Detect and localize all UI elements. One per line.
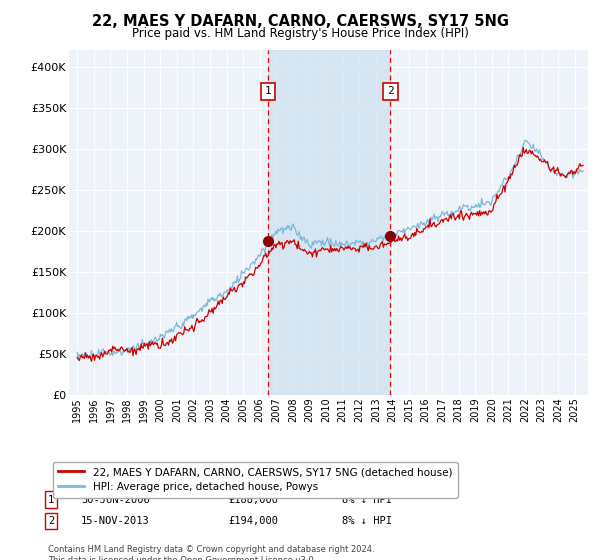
Text: Price paid vs. HM Land Registry's House Price Index (HPI): Price paid vs. HM Land Registry's House … [131,27,469,40]
Text: £188,000: £188,000 [228,494,278,505]
Text: 15-NOV-2013: 15-NOV-2013 [81,516,150,526]
Text: 8% ↓ HPI: 8% ↓ HPI [342,516,392,526]
Text: 1: 1 [265,86,271,96]
Text: 2: 2 [387,86,394,96]
Legend: 22, MAES Y DAFARN, CARNO, CAERSWS, SY17 5NG (detached house), HPI: Average price: 22, MAES Y DAFARN, CARNO, CAERSWS, SY17 … [53,461,458,498]
Bar [268,50,391,395]
Text: 2: 2 [48,516,54,526]
Text: 30-JUN-2006: 30-JUN-2006 [81,494,150,505]
Text: Contains HM Land Registry data © Crown copyright and database right 2024.
This d: Contains HM Land Registry data © Crown c… [48,545,374,560]
Text: 22, MAES Y DAFARN, CARNO, CAERSWS, SY17 5NG: 22, MAES Y DAFARN, CARNO, CAERSWS, SY17 … [91,14,509,29]
Text: 8% ↓ HPI: 8% ↓ HPI [342,494,392,505]
Text: £194,000: £194,000 [228,516,278,526]
Text: 1: 1 [48,494,54,505]
